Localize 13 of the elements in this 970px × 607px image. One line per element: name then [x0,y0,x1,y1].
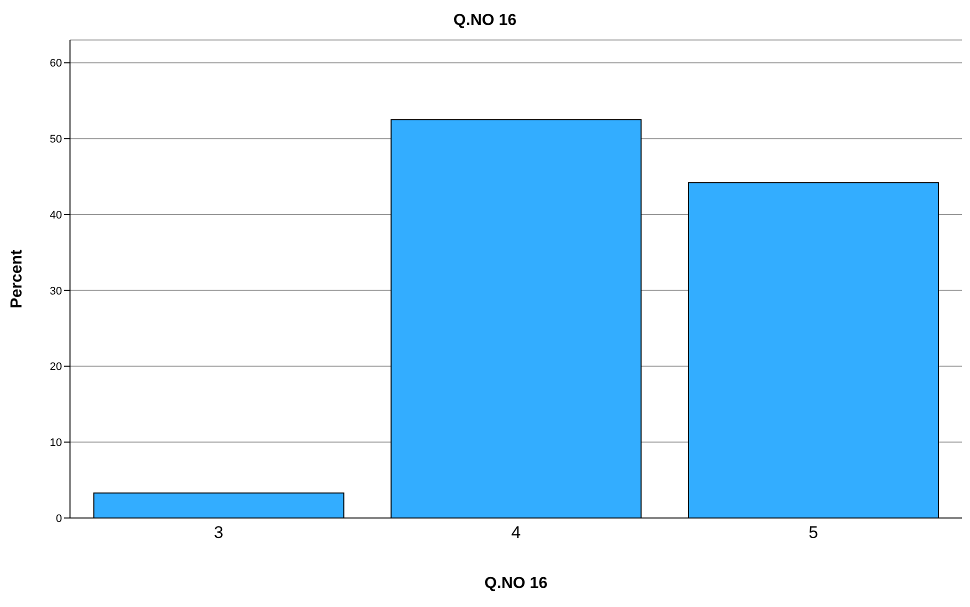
y-tick-label: 20 [50,361,62,374]
y-tick-label: 50 [50,134,62,146]
x-tick-label: 4 [511,523,521,542]
y-tick-label: 30 [50,285,62,298]
x-tick-label: 3 [214,523,224,542]
y-tick-label: 0 [56,512,62,525]
y-tick-label: 60 [50,58,62,70]
x-tick-label: 5 [808,523,818,542]
y-tick-label: 10 [50,437,62,450]
chart-title: Q.NO 16 [452,12,518,30]
x-axis-title: Q.NO 16 [484,575,548,592]
y-axis-title: Percent [8,248,26,308]
y-tick-label: 40 [50,209,62,222]
